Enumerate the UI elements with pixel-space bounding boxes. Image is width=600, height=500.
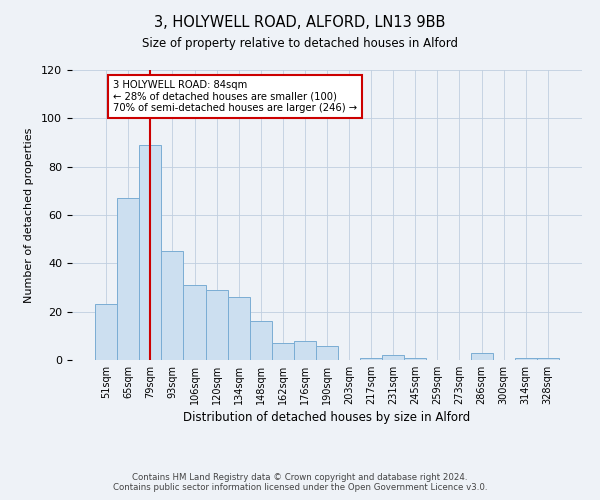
Bar <box>316 346 338 360</box>
Bar <box>382 355 404 360</box>
Bar <box>117 198 139 360</box>
Bar <box>227 297 250 360</box>
Bar <box>272 343 294 360</box>
Bar <box>360 358 382 360</box>
Bar <box>139 145 161 360</box>
Text: 3 HOLYWELL ROAD: 84sqm
← 28% of detached houses are smaller (100)
70% of semi-de: 3 HOLYWELL ROAD: 84sqm ← 28% of detached… <box>113 80 357 113</box>
Bar <box>161 251 184 360</box>
Bar <box>95 304 117 360</box>
Bar <box>404 358 427 360</box>
Y-axis label: Number of detached properties: Number of detached properties <box>24 128 34 302</box>
Bar <box>250 322 272 360</box>
Bar <box>294 340 316 360</box>
Text: Contains HM Land Registry data © Crown copyright and database right 2024.
Contai: Contains HM Land Registry data © Crown c… <box>113 473 487 492</box>
Bar <box>537 358 559 360</box>
Bar <box>470 353 493 360</box>
Bar <box>206 290 227 360</box>
Bar <box>515 358 537 360</box>
Bar <box>184 285 206 360</box>
X-axis label: Distribution of detached houses by size in Alford: Distribution of detached houses by size … <box>184 411 470 424</box>
Text: Size of property relative to detached houses in Alford: Size of property relative to detached ho… <box>142 38 458 51</box>
Text: 3, HOLYWELL ROAD, ALFORD, LN13 9BB: 3, HOLYWELL ROAD, ALFORD, LN13 9BB <box>154 15 446 30</box>
